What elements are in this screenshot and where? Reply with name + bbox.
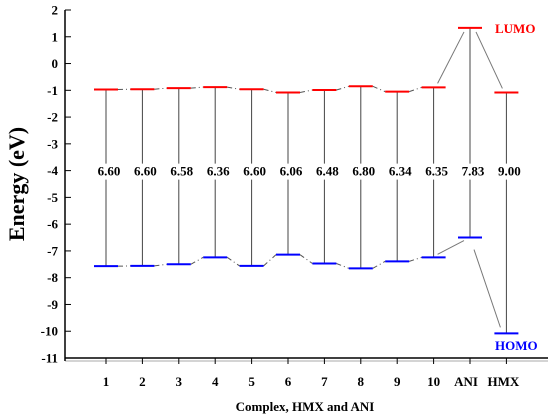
gap-label: 6.48 [316,164,339,179]
gap-label-bg [239,163,270,180]
gap-label: 9.00 [498,164,521,179]
lumo-connector [154,87,167,90]
gap-label-bg [312,163,343,180]
lumo-connector [299,89,313,93]
homo-connector [372,260,386,269]
y-axis-title: Energy (eV) [4,127,29,241]
homo-connector [263,254,277,267]
gap-label-bg [166,163,197,180]
homo-connector [226,256,240,267]
x-tick-group: 1 2 3 4 5 6 7 8 9 10 ANI HMX [103,358,520,389]
y-tick-label: 0 [52,56,59,71]
x-tick-label: 9 [394,374,401,389]
x-tick-label: 5 [248,374,255,389]
gap-label: 6.60 [98,164,121,179]
x-tick-label: 10 [427,374,440,389]
x-tick-label: 7 [321,374,328,389]
x-tick-label: 6 [285,374,292,389]
gap-label-bg [94,163,124,180]
gap-label: 6.06 [280,164,303,179]
y-tick-label: 2 [52,3,59,18]
x-tick-label: 1 [103,374,110,389]
lumo-connector [372,85,386,93]
y-tick-label: -4 [47,163,58,178]
lumo-connector [336,85,349,91]
gap-label-bg [421,163,452,180]
y-tick-label: 1 [52,29,59,44]
y-tick-label: -11 [41,351,58,366]
gap-label: 6.58 [170,164,193,179]
gap-label: 6.80 [352,164,375,179]
gap-label: 6.36 [207,164,230,179]
gap-label-bg [458,163,488,180]
connector-lines [117,31,503,328]
x-tick-label: ANI [454,374,478,389]
y-tick-label: -7 [47,243,58,258]
y-tick-label: -5 [47,190,58,205]
homo-connector [409,256,422,262]
energy-levels [94,26,519,335]
gap-label-bg [385,163,416,180]
lumo-label: LUMO [495,21,535,36]
gap-label: 6.35 [425,164,448,179]
y-tick-label: -10 [41,324,58,339]
homo-connector [190,256,204,265]
x-tick-label: 3 [176,374,183,389]
y-tick-label: -8 [47,270,58,285]
y-tick-label: -1 [47,83,58,98]
x-tick-label: 2 [139,374,146,389]
lumo-connector [190,86,204,89]
gap-label: 6.34 [389,164,412,179]
gap-stems [105,27,507,334]
gap-label: 6.60 [243,164,266,179]
homo-connector [336,263,349,269]
x-tick-label: 8 [358,374,365,389]
gap-label-bg [348,163,379,180]
homo-label: HOMO [495,338,538,353]
lumo-connector [437,31,465,84]
y-tick-label: -6 [47,217,58,232]
y-tick-label: -2 [47,110,58,125]
gap-label-bg [203,163,234,180]
x-axis-title: Complex, HMX and ANI [236,399,375,414]
x-tick-label: HMX [488,374,520,389]
y-tick-group: 2 1 0 -1 -2 -3 -4 -5 -6 -7 -8 -9 -10 -11 [41,3,71,366]
y-tick-label: -3 [47,136,58,151]
homo-connector [299,254,313,264]
y-tick-label: -9 [47,297,58,312]
gap-label-bg [494,163,525,180]
gap-label: 7.83 [462,164,485,179]
lumo-connector [475,31,503,89]
gap-label: 6.60 [134,164,157,179]
lumo-connector [409,86,422,93]
gap-label-bg [130,163,161,180]
homo-connector [154,263,167,267]
gap-label-bg [276,163,306,180]
lumo-connector [263,88,277,93]
gap-label-group: 6.60 6.60 6.58 6.36 6.60 6.06 6.48 6.80 6.34 6.35… [94,163,525,180]
homo-connector [473,249,501,328]
homo-connector [437,240,465,255]
lumo-connector [227,86,240,90]
x-tick-label: 4 [212,374,219,389]
